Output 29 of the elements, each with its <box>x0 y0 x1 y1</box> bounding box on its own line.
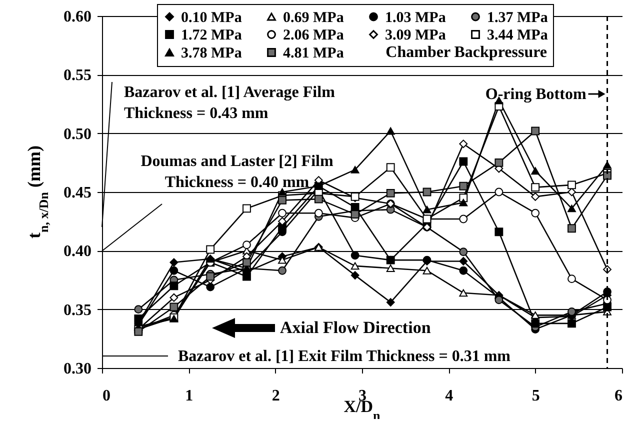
legend-label: 3.78 MPa <box>181 46 242 62</box>
legend-label: 1.72 MPa <box>181 28 242 44</box>
annotation: Bazarov et al. [1] Exit Film Thickness = 0.31 mm <box>178 348 512 365</box>
x-tick-label: 5 <box>532 388 540 404</box>
y-tick-label: 0.45 <box>64 184 92 202</box>
legend-label: 3.44 MPa <box>487 28 548 44</box>
x-tick-label: 1 <box>185 388 194 404</box>
y-tick-label: 0.50 <box>64 126 92 143</box>
y-tick-label: 0.55 <box>64 67 92 84</box>
annotation: Axial Flow Direction <box>280 318 432 337</box>
y-tick-label: 0.30 <box>64 360 92 378</box>
legend-label: 4.81 MPa <box>283 46 344 62</box>
legend-label: 1.03 MPa <box>385 10 446 26</box>
annotation: Doumas and Laster [2] Film Thickness = 0.40 mm <box>140 153 334 191</box>
legend-title: Chamber Backpressure <box>386 44 547 61</box>
x-tick-label: 4 <box>445 388 454 404</box>
x-tick-label: 0 <box>102 388 110 404</box>
x-tick-label: 2 <box>272 388 280 404</box>
y-tick-label: 0.40 <box>64 243 92 260</box>
legend-label: 2.06 MPa <box>283 28 344 44</box>
legend-label: 0.69 MPa <box>283 10 344 26</box>
y-tick-label: 0.35 <box>64 302 92 319</box>
x-tick-label: 6 <box>614 388 622 404</box>
y-tick-label: 0.60 <box>64 8 92 26</box>
legend-label: 3.09 MPa <box>385 28 446 44</box>
ref-line-label: O-ring Bottom <box>485 86 587 103</box>
legend-label: 1.37 MPa <box>487 10 548 26</box>
legend-label: 0.10 MPa <box>181 10 242 26</box>
annotation: Bazarov et al. [1] Average Film Thickness = 0.43 mm <box>124 84 336 122</box>
